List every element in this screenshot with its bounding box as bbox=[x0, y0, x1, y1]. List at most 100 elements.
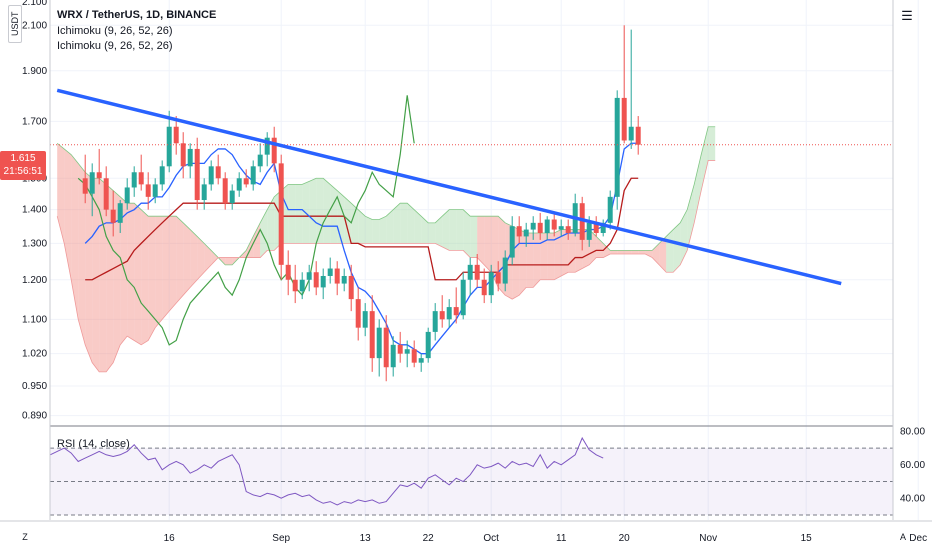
candle-body bbox=[635, 126, 641, 145]
auto-scale-button[interactable]: A bbox=[896, 530, 910, 544]
cloud-segment bbox=[127, 203, 135, 341]
candle-body bbox=[432, 311, 438, 332]
cloud-segment bbox=[547, 232, 555, 280]
rsi-tick-label: 40.00 bbox=[900, 493, 925, 504]
cloud-segment bbox=[141, 209, 149, 345]
ichimoku-lines bbox=[77, 95, 639, 355]
y-tick-label: 0.890 bbox=[22, 411, 47, 422]
candle-body bbox=[502, 257, 508, 284]
y-tick-label: 1.300 bbox=[22, 238, 47, 249]
candle-body bbox=[425, 331, 431, 359]
cloud-segment bbox=[57, 143, 65, 244]
last-price-marker: 1.615 21:56:51 bbox=[0, 151, 46, 180]
candle-body bbox=[579, 203, 585, 240]
candle-body bbox=[313, 272, 319, 288]
rsi-pane bbox=[49, 436, 893, 516]
cloud-segment bbox=[176, 216, 184, 304]
cloud-segment bbox=[155, 216, 163, 328]
cloud-segment bbox=[421, 216, 429, 244]
cloud-segment bbox=[568, 229, 576, 273]
cloud-segment bbox=[540, 232, 548, 280]
cloud-segment bbox=[610, 250, 618, 254]
cloud-segment bbox=[673, 222, 681, 273]
indicator-ichimoku-2[interactable]: Ichimoku (9, 26, 52, 26) bbox=[57, 40, 173, 52]
candle-body bbox=[481, 279, 487, 296]
candle-body bbox=[257, 154, 263, 167]
cloud-segment bbox=[456, 209, 464, 251]
candle-body bbox=[236, 178, 242, 191]
cloud-segment bbox=[694, 154, 702, 223]
candle-body bbox=[285, 264, 291, 280]
trendline[interactable] bbox=[56, 88, 842, 286]
candle-body bbox=[600, 222, 606, 233]
candle-body bbox=[124, 187, 130, 204]
candle-body bbox=[439, 311, 445, 320]
cloud-segment bbox=[204, 243, 212, 273]
y-tick-label: 1.400 bbox=[22, 205, 47, 216]
indicator-ichimoku-1[interactable]: Ichimoku (9, 26, 52, 26) bbox=[57, 25, 173, 37]
cloud-segment bbox=[169, 216, 177, 312]
kijun-line bbox=[85, 177, 639, 281]
currency-badge[interactable]: USDT bbox=[8, 5, 22, 43]
candle-body bbox=[495, 272, 501, 284]
y-tick-label: 0.950 bbox=[22, 381, 47, 392]
candle-body bbox=[320, 275, 326, 288]
cloud-segment bbox=[477, 216, 485, 265]
cloud-segment bbox=[687, 184, 695, 251]
candle-body bbox=[565, 226, 571, 233]
candle-body bbox=[138, 172, 144, 185]
candle-body bbox=[264, 137, 270, 155]
cloud-segment bbox=[260, 209, 268, 258]
trendline-layer[interactable] bbox=[56, 88, 842, 286]
x-tick-label: Nov bbox=[699, 533, 717, 544]
chart-title: WRX / TetherUS, 1D, BINANCE bbox=[57, 9, 217, 21]
candle-body bbox=[89, 172, 95, 194]
cloud-segment bbox=[484, 216, 492, 273]
cloud-segment bbox=[631, 250, 639, 254]
cloud-segment bbox=[372, 219, 380, 244]
cloud-segment bbox=[197, 236, 205, 280]
candle-body bbox=[460, 279, 466, 316]
cloud-segment bbox=[295, 184, 303, 244]
candle-body bbox=[467, 264, 473, 280]
senkou-a-line bbox=[56, 126, 716, 266]
cloud-segment bbox=[120, 196, 128, 345]
candle-body bbox=[488, 272, 494, 296]
candle-body bbox=[145, 184, 151, 197]
y-tick-label-partial: 2.100 bbox=[22, 0, 47, 8]
candle-body bbox=[558, 226, 564, 230]
cloud-segment bbox=[351, 203, 359, 244]
settings-icon[interactable]: ☰ bbox=[901, 8, 913, 23]
cloud-segment bbox=[323, 178, 331, 244]
candle-body bbox=[628, 126, 634, 141]
candle-body bbox=[586, 222, 592, 240]
candle-body bbox=[523, 229, 529, 237]
candle-body bbox=[509, 226, 515, 258]
candle-body bbox=[250, 166, 256, 185]
x-tick-label: Sep bbox=[272, 533, 290, 544]
candle-body bbox=[110, 209, 116, 223]
candle-body bbox=[327, 268, 333, 276]
rsi-line bbox=[49, 436, 604, 506]
candle-body bbox=[537, 222, 543, 233]
candle-body bbox=[334, 268, 340, 284]
cloud-segment bbox=[211, 250, 219, 265]
candle-body bbox=[551, 219, 557, 230]
y-tick-label: 1.900 bbox=[22, 66, 47, 77]
cloud-segment bbox=[246, 236, 254, 258]
cloud-segment bbox=[575, 229, 583, 273]
grid-lines bbox=[50, 0, 919, 520]
candle-body bbox=[187, 148, 193, 167]
x-tick-label: 16 bbox=[164, 533, 176, 544]
candle-body bbox=[544, 219, 550, 233]
timezone-button[interactable]: Z bbox=[18, 530, 32, 544]
candle-body bbox=[278, 163, 284, 265]
cloud-segment bbox=[400, 203, 408, 244]
cloud-segment bbox=[365, 216, 373, 244]
cloud-segment bbox=[533, 232, 541, 288]
candle-body bbox=[180, 143, 186, 167]
last-price-value: 1.615 bbox=[10, 153, 36, 164]
cloud-segment bbox=[99, 178, 107, 372]
rsi-legend[interactable]: RSI (14, close) bbox=[57, 438, 130, 450]
